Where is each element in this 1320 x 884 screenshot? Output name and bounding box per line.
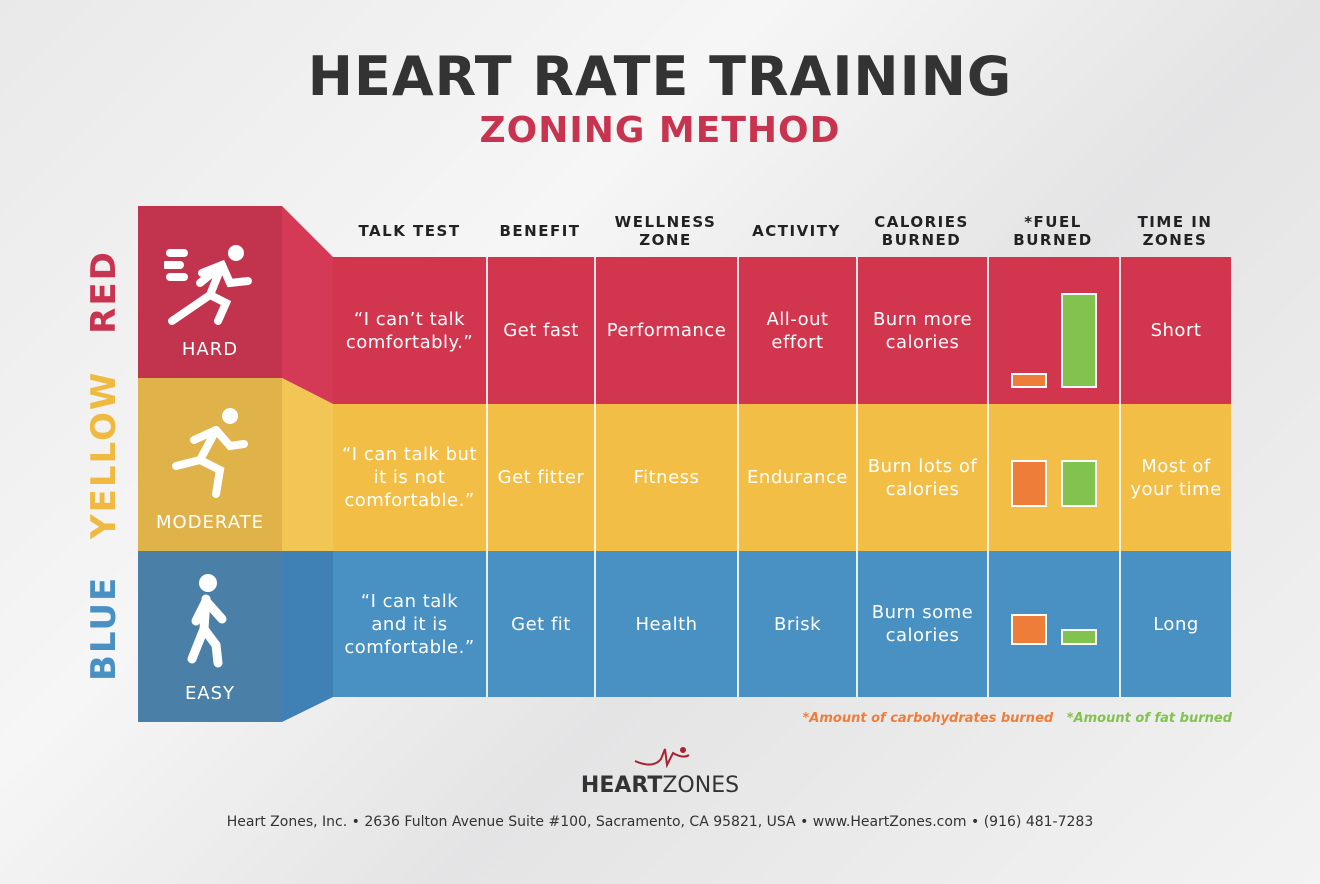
- cell-benefit: Get fitter: [486, 404, 594, 551]
- carbs-bar: [1011, 459, 1047, 507]
- fat-bar: [1061, 628, 1097, 645]
- legend-fat: *Amount of fat burned: [1066, 711, 1232, 726]
- cell-wellness-zone: Performance: [594, 257, 737, 404]
- zone-panel-easy: EASY: [138, 551, 282, 722]
- cell-talk-test: “I can talk and it is comfortable.”: [333, 551, 486, 697]
- brand-name: HEARTZONES: [0, 773, 1320, 798]
- carbs-bar: [1011, 372, 1047, 388]
- cell-time: Short: [1119, 257, 1231, 404]
- cell-fuel-burned: [987, 404, 1119, 551]
- zone-label-blue: BLUE: [84, 575, 124, 681]
- fuel-legend: *Amount of carbohydrates burned *Amount …: [803, 711, 1233, 726]
- legend-carbs: *Amount of carbohydrates burned: [802, 711, 1054, 726]
- cell-benefit: Get fit: [486, 551, 594, 697]
- fat-bar: [1061, 293, 1097, 388]
- cell-wellness-zone: Fitness: [594, 404, 737, 551]
- cell-activity: Brisk: [737, 551, 856, 697]
- cell-activity: Endurance: [737, 404, 856, 551]
- column-header: TIME IN ZONES: [1137, 213, 1213, 249]
- intensity-label: HARD: [181, 339, 239, 360]
- column-header: WELLNESS ZONE: [614, 213, 717, 249]
- column-header: *FUEL BURNED: [1013, 213, 1093, 249]
- walking-person-icon: [187, 574, 227, 668]
- zone-label-red: RED: [84, 250, 124, 334]
- sprinting-person-icon: [164, 245, 252, 325]
- zone-label-yellow: YELLOW: [84, 370, 124, 539]
- zone-panel-hard: HARD: [138, 206, 282, 378]
- cell-fuel-burned: [987, 257, 1119, 404]
- intensity-label: EASY: [184, 683, 236, 704]
- running-person-icon: [172, 408, 248, 498]
- zone-panel-moderate: MODERATE: [138, 378, 282, 551]
- cell-calories: Burn more calories: [856, 257, 987, 404]
- page-title: HEART RATE TRAINING: [307, 45, 1013, 108]
- intensity-label: MODERATE: [156, 512, 264, 533]
- heart-zones-logo-icon: [634, 747, 690, 769]
- cell-benefit: Get fast: [486, 257, 594, 404]
- panel-fold: [282, 206, 333, 722]
- column-header: CALORIES BURNED: [874, 213, 969, 249]
- cell-wellness-zone: Health: [594, 551, 737, 697]
- column-header: ACTIVITY: [752, 222, 841, 240]
- footer-contact: Heart Zones, Inc. • 2636 Fulton Avenue S…: [226, 814, 1094, 830]
- brand-bold: HEART: [580, 773, 663, 798]
- cell-calories: Burn some calories: [856, 551, 987, 697]
- cell-activity: All-out effort: [737, 257, 856, 404]
- column-header: BENEFIT: [499, 222, 581, 240]
- cell-talk-test: “I can talk but it is not comfortable.”: [333, 404, 486, 551]
- cell-calories: Burn lots of calories: [856, 404, 987, 551]
- cell-talk-test: “I can’t talk comfortably.”: [333, 257, 486, 404]
- column-header: TALK TEST: [358, 222, 461, 240]
- brand-light: ZONES: [662, 773, 740, 798]
- page-subtitle: ZONING METHOD: [479, 110, 841, 151]
- cell-time: Long: [1119, 551, 1231, 697]
- cell-fuel-burned: [987, 551, 1119, 697]
- carbs-bar: [1011, 613, 1047, 645]
- fat-bar: [1061, 459, 1097, 507]
- cell-time: Most of your time: [1119, 404, 1231, 551]
